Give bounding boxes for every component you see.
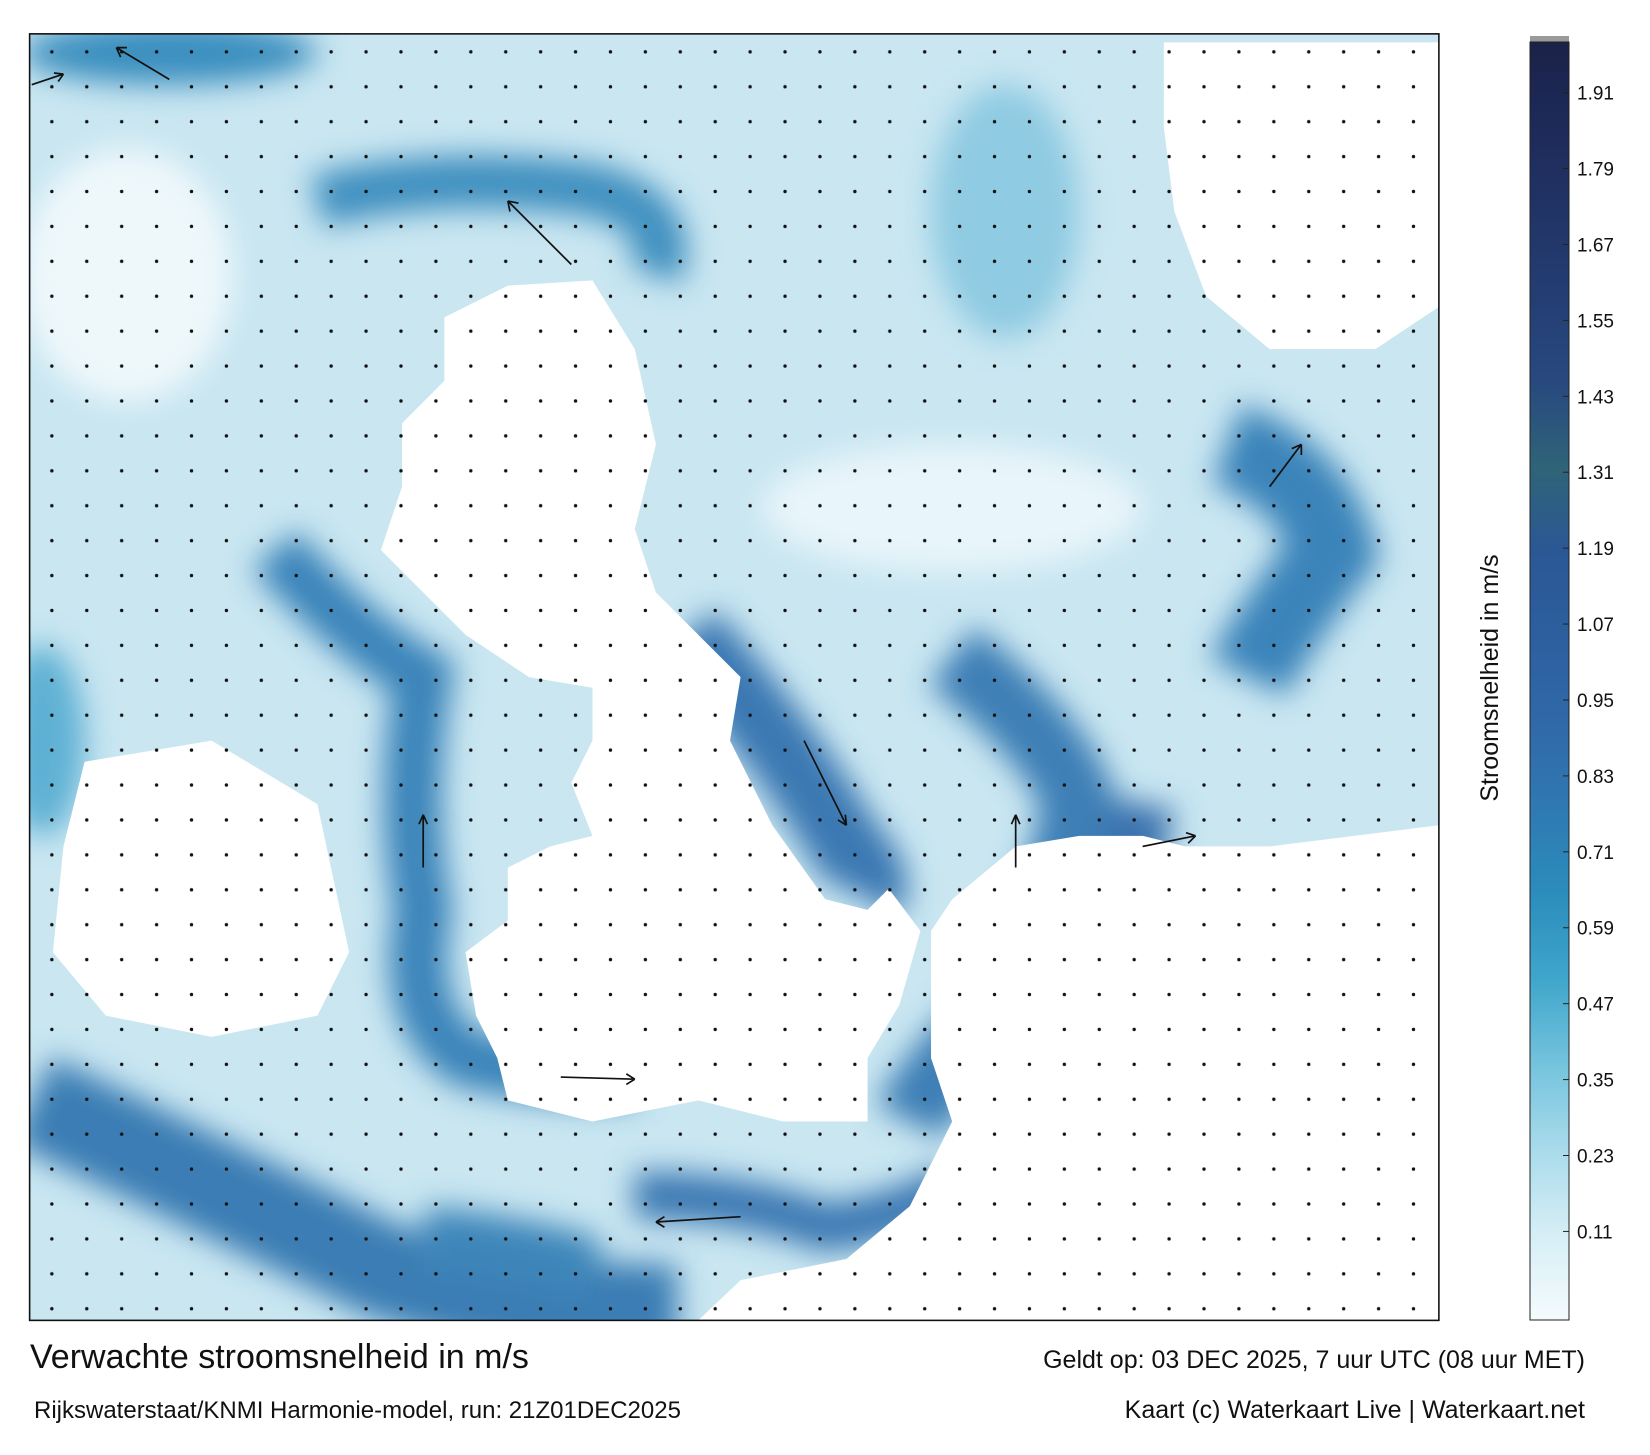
subtitle: Rijkswaterstaat/KNMI Harmonie-model, run… [34,1397,681,1424]
colorbar-label: Stroomsnelheid in m/s [1476,554,1504,801]
colorbar-tick-label: 1.79 [1577,160,1614,181]
colorbar-tick-label: 1.67 [1577,235,1614,256]
colorbar-tick-label: 0.35 [1577,1071,1614,1092]
colorbar-tick-label: 0.47 [1577,995,1614,1016]
colorbar-tick-label: 1.19 [1577,539,1614,560]
credit: Kaart (c) Waterkaart Live | Waterkaart.n… [1125,1396,1585,1424]
valid-time: Geldt op: 03 DEC 2025, 7 uur UTC (08 uur… [1043,1346,1585,1374]
colorbar-tick-label: 1.31 [1577,463,1614,484]
colorbar-tick-label: 0.59 [1577,919,1614,940]
title: Verwachte stroomsnelheid in m/s [30,1338,529,1376]
colorbar-tick-label: 1.07 [1577,615,1614,636]
colorbar-tick-label: 0.23 [1577,1147,1614,1168]
colorbar-tick-label: 0.95 [1577,691,1614,712]
colorbar-tick-label: 0.11 [1577,1222,1613,1243]
current-arrows [31,46,1303,1228]
colorbar: 0.11 0.23 0.35 0.47 0.59 0.71 0.83 0.95 1.07 1.19… [1529,36,1614,1321]
colorbar-tick-label: 1.91 [1577,84,1614,105]
colorbar-scale [1529,41,1570,1321]
colorbar-tick-label: 0.83 [1577,767,1614,788]
colorbar-top-cap [1530,36,1569,42]
colorbar-tick-label: 1.55 [1577,311,1614,332]
map-frame [28,33,1440,1322]
grid-points [29,33,1439,1321]
colorbar-tick-label: 1.43 [1577,387,1614,408]
map [28,33,1440,1322]
colorbar-tick-label: 0.71 [1577,843,1614,864]
